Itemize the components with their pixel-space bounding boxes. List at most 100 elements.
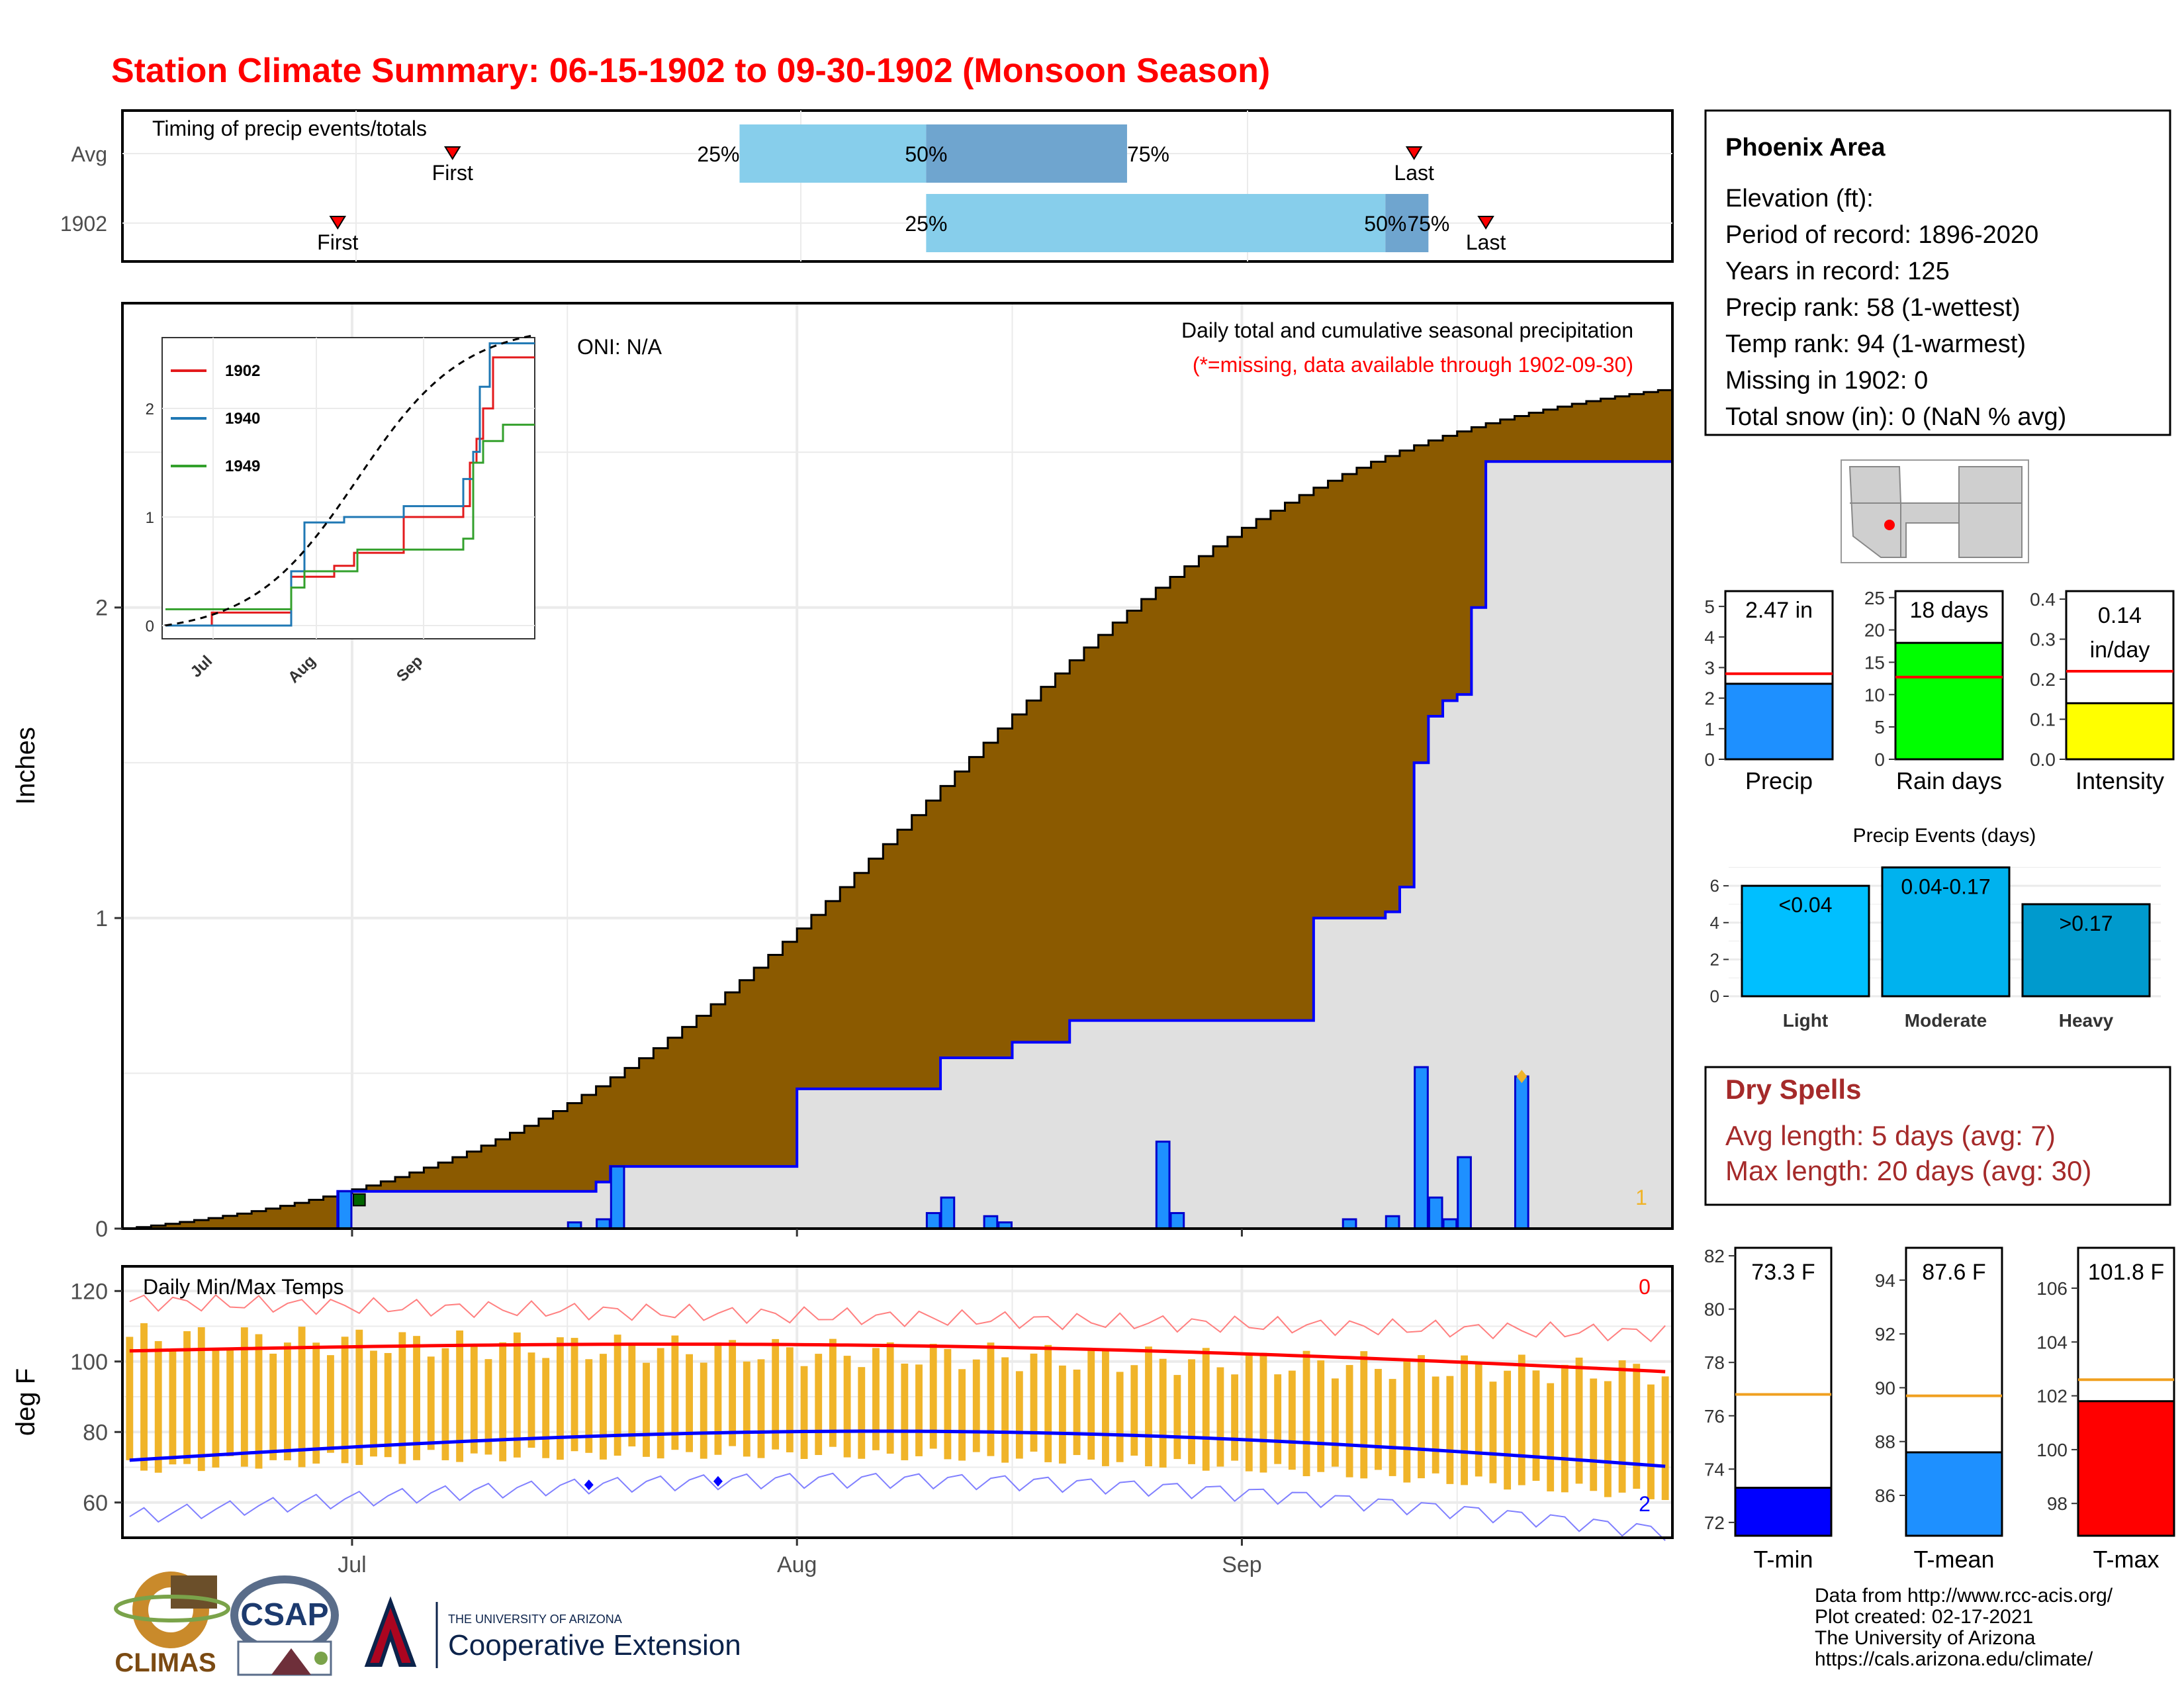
temp-summary-tick-label: 80 — [1704, 1299, 1725, 1320]
climas-logo: CLIMAS — [114, 1571, 230, 1677]
daily-temp-bar — [1403, 1359, 1411, 1483]
temp-summary-tick-label: 78 — [1704, 1352, 1725, 1373]
station-line-6: Missing in 1902: 0 — [1725, 367, 1928, 395]
dry-spells-title: Dry Spells — [1725, 1074, 1861, 1105]
summary-bar — [1894, 641, 2004, 761]
daily-temp-bar — [1618, 1360, 1626, 1493]
daily-temp-bar — [1561, 1364, 1569, 1493]
climas-logo-text: CLIMAS — [114, 1648, 216, 1677]
daily-precip-bar — [925, 1212, 941, 1230]
footer-line-3: The University of Arizona — [1815, 1627, 2036, 1649]
ua-small-text: THE UNIVERSITY OF ARIZONA — [448, 1613, 622, 1626]
daily-precip-bar — [1169, 1212, 1185, 1230]
daily-temp-bar — [1102, 1350, 1109, 1466]
summary-tick-label: 20 — [1864, 620, 1885, 641]
summary-value-text: 2.47 in — [1745, 598, 1813, 623]
daily-temp-bar — [1661, 1376, 1669, 1501]
dry-spells-box: Dry Spells Avg length: 5 days (avg: 7) M… — [1704, 1066, 2171, 1206]
timing-band-25-50 — [739, 124, 927, 183]
temp-summary-value-text: 87.6 F — [1922, 1260, 1985, 1285]
inset-y-tick-label: 0 — [146, 618, 154, 635]
daily-temp-bar — [944, 1348, 952, 1460]
temp-count-bottom: 2 — [1639, 1492, 1651, 1516]
inset-frame — [161, 337, 535, 639]
daily-temp-bar — [1418, 1355, 1425, 1479]
summary-tick-label: 1 — [1704, 719, 1715, 739]
first-event-marker — [352, 1193, 366, 1207]
timing-last-marker — [1477, 216, 1494, 230]
temp-summary-tick-label: 82 — [1704, 1246, 1725, 1266]
summary-tick-label: 0.2 — [2030, 669, 2056, 690]
timing-band-50-75 — [1385, 194, 1429, 252]
daily-temp-bar — [915, 1364, 923, 1456]
temp-summary-label: T-max — [2093, 1546, 2159, 1573]
station-line-3: Years in record: 125 — [1725, 258, 1950, 285]
daily-temp-bar — [1489, 1382, 1497, 1483]
daily-temp-bar — [1345, 1365, 1353, 1477]
daily-precip-bar — [1457, 1156, 1472, 1230]
daily-temp-bar — [398, 1332, 406, 1464]
temp-summary-tick-label: 88 — [1875, 1432, 1895, 1452]
daily-temp-bar — [1633, 1364, 1641, 1489]
temp-y-axis-label: deg F — [11, 1368, 40, 1436]
temp-summary-tick-label: 104 — [2036, 1332, 2068, 1352]
inset-y-tick-label: 1 — [146, 509, 154, 527]
daily-temp-bar — [484, 1359, 492, 1455]
summary-value-text: 0.14 — [2098, 603, 2142, 628]
summary-label: Intensity — [2075, 767, 2164, 794]
daily-temp-bar — [743, 1361, 751, 1457]
daily-temp-bar — [126, 1336, 134, 1460]
timing-label-25: 25% — [697, 142, 739, 166]
daily-temp-bar — [757, 1359, 765, 1458]
daily-temp-bar — [183, 1331, 191, 1464]
timing-first-marker — [443, 146, 461, 160]
daily-temp-bar — [413, 1336, 420, 1460]
daily-temp-bar — [298, 1327, 306, 1468]
summary-tick-label: 5 — [1874, 717, 1885, 737]
temp-y-tick-label: 80 — [83, 1420, 108, 1445]
timing-label-25: 25% — [905, 212, 947, 236]
daily-temp-bar — [929, 1344, 937, 1449]
daily-temp-bar — [312, 1342, 320, 1464]
station-line-7: Total snow (in): 0 (NaN % avg) — [1725, 403, 2066, 431]
daily-precip-bar — [983, 1215, 999, 1230]
station-name: Phoenix Area — [1725, 134, 1886, 162]
temp-y-tick-label: 60 — [83, 1491, 108, 1516]
events-tick-label: 6 — [1710, 876, 1719, 896]
station-location-dot — [1884, 520, 1895, 530]
daily-temp-bar — [671, 1335, 679, 1450]
daily-temp-bar — [212, 1348, 220, 1468]
temp-panel: Daily Min/Max Temps 0 2 60 80 100 120 deg F… — [11, 1229, 1674, 1577]
precip-events-title: Precip Events (days) — [1853, 825, 2036, 847]
daily-temp-bar — [686, 1354, 693, 1452]
daily-temp-bar — [1245, 1354, 1253, 1472]
daily-temp-bar — [772, 1338, 780, 1450]
record-high-line — [129, 1293, 1666, 1342]
daily-temp-bar — [542, 1358, 550, 1458]
daily-precip-bar — [1442, 1218, 1458, 1230]
summary-bar — [1724, 682, 1834, 761]
daily-temp-bar — [1532, 1370, 1540, 1481]
record-low-marker — [584, 1479, 594, 1491]
daily-temp-bar — [1087, 1348, 1095, 1460]
inset-legend-label: 1949 — [225, 457, 260, 475]
daily-temp-bar — [1575, 1357, 1583, 1484]
daily-temp-bar — [800, 1366, 808, 1459]
inset-y-tick-label: 2 — [146, 400, 154, 418]
station-info-box: Phoenix Area Elevation (ft): Period of r… — [1704, 109, 2171, 436]
timing-label-75: 75% — [1407, 212, 1449, 236]
inset-legend-label: 1902 — [225, 362, 260, 380]
precip-y-tick-label: 0 — [95, 1217, 108, 1242]
daily-temp-bar — [700, 1362, 707, 1459]
daily-temp-bar — [858, 1367, 866, 1459]
timing-first-label: First — [432, 161, 473, 185]
events-tick-label: 2 — [1710, 949, 1719, 969]
station-line-2: Period of record: 1896-2020 — [1725, 221, 2038, 249]
dry-spells-avg-length: Avg length: 5 days (avg: 7) — [1725, 1120, 2056, 1151]
timing-first-label: First — [317, 230, 358, 254]
timing-last-label: Last — [1394, 161, 1434, 185]
observed-cumulative-line — [122, 460, 1672, 1230]
average-high-line — [129, 1342, 1666, 1374]
daily-temp-bar — [1604, 1381, 1612, 1497]
daily-temp-bar — [1302, 1350, 1310, 1477]
